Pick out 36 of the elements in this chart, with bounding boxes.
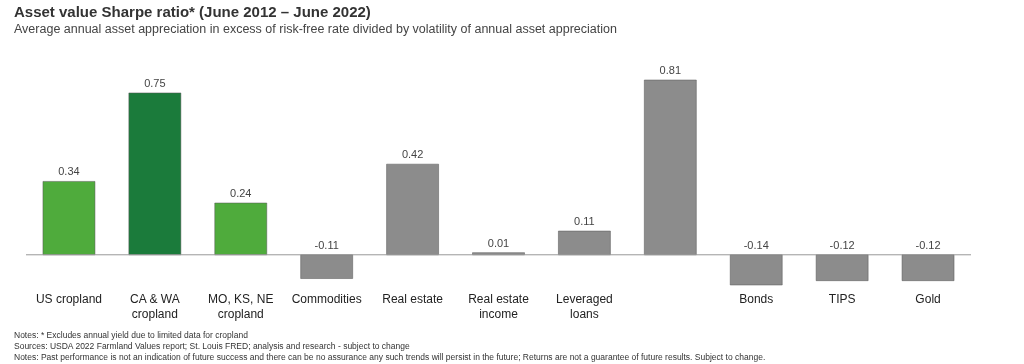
- chart-subtitle: Average annual asset appreciation in excess of risk-free rate divided by volatility of annual asset appreciation: [14, 21, 617, 36]
- x-tick-label: Gold: [915, 291, 941, 306]
- bar: [214, 202, 268, 256]
- x-tick-label: CA & WA cropland: [130, 291, 180, 321]
- x-tick-label: US cropland: [35, 291, 102, 306]
- data-label: -0.11: [314, 238, 339, 251]
- bar: [386, 163, 439, 256]
- x-tick-label: TIPS: [828, 291, 856, 306]
- x-tick-label: Real estate income: [468, 291, 530, 321]
- data-label: 0.11: [574, 215, 595, 228]
- data-label: 0.01: [487, 236, 510, 249]
- chart-title: Asset value Sharpe ratio* (June 2012 – June 2022): [14, 2, 371, 20]
- x-tick-label: Real estate: [382, 291, 444, 306]
- data-label: 0.34: [58, 165, 80, 178]
- x-tick-label: Commodities: [291, 291, 362, 306]
- source-note: Sources: USDA 2022 Farmland Values report; St. Louis FRED; analysis and research - subject to change: [14, 341, 411, 351]
- x-tick-label: MO, KS, NE cropland: [208, 291, 274, 321]
- bar: [644, 79, 697, 256]
- data-label: -0.14: [743, 238, 769, 251]
- bar: [729, 254, 783, 286]
- bar: [901, 254, 955, 281]
- data-label: 0.75: [144, 76, 166, 89]
- bar: [558, 230, 611, 256]
- bar: [815, 254, 869, 281]
- data-label: 0.24: [230, 187, 252, 199]
- data-label: 0.42: [401, 148, 424, 161]
- data-label: -0.12: [829, 238, 855, 251]
- x-tick-label: Bonds: [739, 291, 774, 306]
- bar: [300, 254, 353, 279]
- bar: [128, 92, 182, 256]
- bar: [42, 181, 96, 256]
- text: Notes: Past performance is not an indication of future success and there can be no assurance any such trends will persist in the future; Returns are not a guarantee of future results. Subject to change.: [14, 352, 766, 362]
- data-label: 0.81: [659, 64, 682, 76]
- text: Notes: * Excludes annual yield due to limited data for cropland: [14, 330, 249, 340]
- data-label: -0.12: [915, 238, 941, 251]
- x-tick-label: Leveraged loans: [556, 291, 613, 321]
